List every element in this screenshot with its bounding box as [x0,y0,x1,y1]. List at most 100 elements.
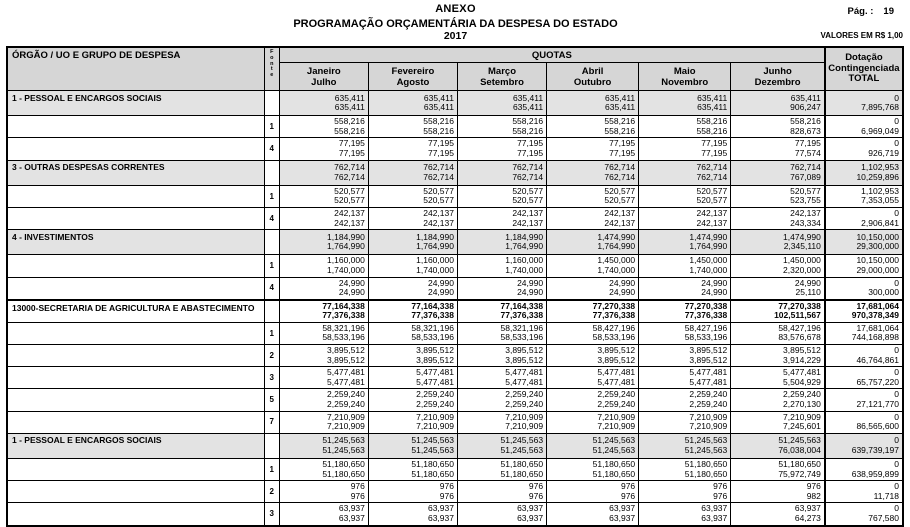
value-line-2: 5,504,929 [783,376,821,387]
value-line-2: 64,273 [794,512,821,523]
value-line-1: 0 [894,503,899,514]
value-line-1: 520,577 [696,185,728,196]
value-line-2: 51,180,650 [411,468,454,479]
value-line-2: 762,714 [334,171,365,182]
value-line-2: 7,245,601 [783,421,821,432]
value-line-2: 51,245,563 [592,444,636,455]
value-line-1: 63,937 [338,503,365,514]
value-line-1: 1,184,990 [505,231,544,242]
table-row: 1 520,577 520,577 520,577 520,577 520,577 520,… [6,184,904,208]
quota-value-cell: 762,714 762,714 [367,159,458,186]
value-line-2: 558,216 [604,125,636,136]
quota-value-cell: 976 982 [730,480,826,504]
fonte-cell: 1 [263,254,280,278]
quota-value-cell: 51,180,650 51,180,650 [278,457,369,482]
value-line-2: 24,990 [701,287,728,298]
quota-value-cell: 2,259,240 2,259,240 [367,388,458,412]
row-label [6,457,265,482]
value-line-2: 2,259,240 [689,399,728,410]
quota-value-cell: 976 976 [456,480,548,504]
quota-value-cell: 762,714 767,089 [730,159,826,186]
fonte-column-header: F o n t e [263,46,280,91]
currency-note: VALORES EM R$ 1,00 [820,31,903,40]
value-line-2: 29,300,000 [856,241,899,252]
quota-value-cell: 520,577 520,577 [278,184,369,208]
value-line-1: 51,245,563 [411,435,454,446]
value-line-1: 51,180,650 [592,459,636,469]
row-label [6,137,265,161]
value-line-2: 2,259,240 [597,399,636,410]
quota-value-cell: 7,210,909 7,210,909 [638,410,732,434]
value-line-1: 17,681,064 [856,322,899,333]
quota-value-cell: 762,714 762,714 [456,159,548,186]
quota-value-cell: 242,137 242,137 [638,206,732,231]
value-line-1: 7,210,909 [597,411,636,422]
total-value-cell: 0 2,906,841 [823,206,904,231]
quota-value-cell: 520,577 523,755 [730,184,826,208]
total-value-cell: 0 11,718 [823,480,904,504]
quota-value-cell: 976 976 [638,480,732,504]
value-line-2: 982 [806,490,821,501]
report-title-main: PROGRAMAÇÃO ORÇAMENTÁRIA DA DESPESA DO E… [293,18,618,30]
report-title-anexo: ANEXO [435,3,476,15]
value-line-1: 51,245,563 [500,435,544,446]
row-label [6,480,265,504]
quota-value-cell: 520,577 520,577 [456,184,548,208]
table-row: 4 24,990 24,990 24,990 24,990 24,990 24,990 24,… [6,276,904,301]
value-line-1: 1,450,000 [783,255,821,266]
value-line-1: 1,160,000 [327,255,365,266]
quota-value-cell: 24,990 24,990 [638,276,732,301]
table-row: 2 3,895,512 3,895,512 3,895,512 3,895,512 3,8… [6,344,904,368]
value-line-2: 635,411 [512,102,544,113]
value-line-2: 243,334 [790,217,821,228]
value-line-2: 63,937 [517,512,544,523]
total-value-cell: 0 65,757,220 [823,366,904,390]
value-line-2: 523,755 [790,195,821,206]
fonte-cell: 5 [263,388,280,412]
value-line-1: 976 [528,481,544,492]
fonte-cell: 3 [263,502,280,527]
value-line-2: 976 [439,490,454,501]
month-column-header-mar-set: Março Setembro [456,62,548,91]
value-line-2: 58,533,196 [500,332,544,343]
row-label: 1 - PESSOAL E ENCARGOS SOCIAIS [6,89,265,117]
value-line-2: 2,270,130 [783,399,821,410]
value-line-2: 1,764,990 [416,241,454,252]
value-line-1: 77,270,338 [592,300,636,311]
fonte-cell: 4 [263,206,280,231]
value-line-1: 0 [894,481,899,492]
value-line-1: 77,270,338 [684,300,728,311]
value-line-2: 51,180,650 [322,468,365,479]
quota-value-cell: 242,137 242,137 [546,206,640,231]
report-header: ANEXO PROGRAMAÇÃO ORÇAMENTÁRIA DA DESPES… [6,3,905,42]
value-line-1: 520,577 [790,185,821,196]
value-line-2: 1,764,990 [689,241,728,252]
value-line-2: 926,719 [868,147,899,158]
quota-value-cell: 51,180,650 51,180,650 [546,457,640,482]
value-line-1: 1,450,000 [597,255,636,266]
value-line-2: 63,937 [609,512,636,523]
value-line-1: 0 [894,277,899,288]
fonte-cell: 4 [263,137,280,161]
value-line-1: 1,474,990 [689,231,728,242]
value-line-2: 102,511,567 [774,310,821,321]
value-line-2: 51,180,650 [592,468,636,479]
value-line-2: 2,320,000 [783,264,821,275]
quota-value-cell: 5,477,481 5,477,481 [638,366,732,390]
quota-value-cell: 1,184,990 1,764,990 [367,229,458,256]
value-line-2: 63,937 [338,512,365,523]
value-line-1: 63,937 [701,503,728,514]
value-line-1: 77,195 [338,138,365,149]
value-line-1: 242,137 [512,207,544,218]
quota-value-cell: 7,210,909 7,210,909 [278,410,369,434]
table-row: 3 5,477,481 5,477,481 5,477,481 5,477,481 5,4… [6,366,904,390]
month-column-header-abr-out: Abril Outubro [546,62,640,91]
value-line-2: 75,972,749 [778,468,821,479]
value-line-1: 7,210,909 [505,411,544,422]
value-line-1: 77,164,338 [411,300,454,311]
value-line-1: 976 [806,481,821,492]
quota-value-cell: 3,895,512 3,895,512 [278,344,369,368]
quota-value-cell: 976 976 [546,480,640,504]
quota-value-cell: 63,937 63,937 [278,502,369,527]
quota-value-cell: 5,477,481 5,477,481 [546,366,640,390]
